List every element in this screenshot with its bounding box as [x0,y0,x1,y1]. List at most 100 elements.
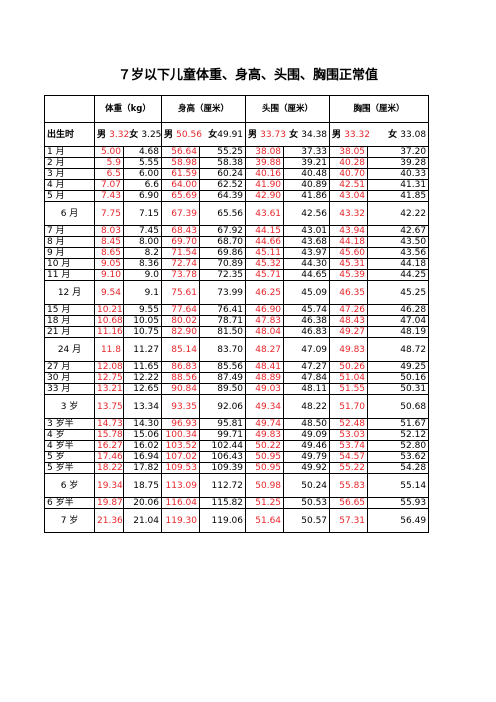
male-value-cell: 82.90 [161,326,200,338]
male-value-cell: 69.70 [161,236,200,248]
male-value-cell: 45.31 [329,258,369,270]
female-value-cell: 41.85 [367,190,430,202]
male-value-cell: 103.52 [161,440,200,452]
table-row: 6 岁半 19.87 20.06 116.04 115.82 51.25 50.53 56.6… [44,497,430,509]
age-cell: 7 月 [44,225,95,237]
table-row: 8 月 8.45 8.00 69.70 68.70 44.66 43.68 44.18 43.5… [44,236,430,248]
male-value-cell: 96.93 [161,418,200,430]
male-value-cell: 40.70 [329,168,369,180]
female-value-cell: 6.00 [123,168,162,180]
age-cell: 7 岁 [44,508,95,533]
female-value-cell: 92.06 [198,394,247,419]
male-value-cell: 51.25 [245,497,285,509]
female-value-cell: 99.71 [198,429,247,441]
male-value-cell: 47.83 [245,315,285,327]
age-cell: 8 月 [44,236,95,248]
male-value-cell: 44.18 [329,236,369,248]
male-value-cell: 53.03 [329,429,369,441]
female-value-cell: 43.68 [283,236,331,248]
female-value-cell: 9.0 [123,269,162,281]
age-cell: 6 月 [44,201,95,226]
female-value-cell: 83.70 [198,337,247,362]
female-value-cell: 43.50 [367,236,430,248]
male-value-cell: 107.02 [161,451,200,463]
male-value-cell: 49.74 [245,418,285,430]
female-value-cell: 67.92 [198,225,247,237]
female-value: 34.38 [301,129,328,140]
male-value-cell: 38.08 [245,146,285,158]
female-value-cell: 42.56 [283,201,331,226]
female-label: 女 [129,129,139,140]
male-value-cell: 51.64 [245,508,285,533]
male-value-cell: 9.54 [94,280,124,305]
female-value-cell: 37.20 [367,146,430,158]
table-row: 9 月 8.65 8.2 71.54 69.86 45.11 43.97 45.60 43.56 [44,247,430,259]
birth-label: 出生时 [44,122,95,147]
male-value-cell: 19.87 [94,497,124,509]
female-value-cell: 6.90 [123,190,162,202]
male-value-cell: 55.22 [329,462,369,474]
male-value-cell: 38.05 [329,146,369,158]
female-value-cell: 64.39 [198,190,247,202]
female-value-cell: 14.30 [123,418,162,430]
male-value-cell: 44.66 [245,236,285,248]
age-cell: 4 岁 [44,429,95,441]
header-height: 身高（厘米） [160,95,247,123]
male-value-cell: 43.04 [329,190,369,202]
male-value-cell: 56.64 [161,146,200,158]
age-cell: 6 岁 [44,473,95,498]
male-value-cell: 16.27 [94,440,124,452]
male-value-cell: 44.15 [245,225,285,237]
age-cell: 5 岁 [44,451,95,463]
age-cell: 30 月 [44,372,95,384]
male-value-cell: 85.14 [161,337,200,362]
female-value-cell: 54.28 [367,462,430,474]
table-row: 27 月 12.08 11.65 86.83 85.56 48.41 47.27 50.26 4… [44,361,430,373]
male-value-cell: 57.31 [329,508,369,533]
female-value: 49.91 [217,129,244,140]
male-label: 男 [248,129,258,140]
female-value-cell: 50.24 [283,473,331,498]
female-value-cell: 109.39 [198,462,247,474]
female-value-cell: 17.82 [123,462,162,474]
age-cell: 4 月 [44,179,95,191]
table-row: 4 岁 15.78 15.06 100.34 99.71 49.83 49.09 53.03 5… [44,429,430,441]
page-title: ７岁以下儿童体重、身高、头围、胸围正常值 [117,68,378,83]
female-value-cell: 50.16 [367,372,430,384]
male-value-cell: 41.90 [245,179,285,191]
female-value-cell: 43.56 [367,247,430,259]
age-cell: 9 月 [44,247,95,259]
male-value-cell: 51.70 [329,394,369,419]
male-value-cell: 7.43 [94,190,124,202]
male-value-cell: 49.34 [245,394,285,419]
male-value-cell: 113.09 [161,473,200,498]
male-value-cell: 7.75 [94,201,124,226]
age-cell: 12 月 [44,280,95,305]
male-value-cell: 48.27 [245,337,285,362]
table-row: 12 月 9.54 9.1 75.61 73.99 46.25 45.09 46.35 45.2… [44,280,430,305]
male-value-cell: 71.54 [161,247,200,259]
female-value-cell: 18.75 [123,473,162,498]
male-value-cell: 52.48 [329,418,369,430]
female-value-cell: 50.31 [367,383,430,395]
male-value-cell: 8.65 [94,247,124,259]
female-value-cell: 9.55 [123,304,162,316]
male-value-cell: 56.65 [329,497,369,509]
age-cell: 33 月 [44,383,95,395]
header-age-cell [44,95,95,123]
male-value-cell: 11.16 [94,326,124,338]
male-value-cell: 8.45 [94,236,124,248]
female-value-cell: 8.2 [123,247,162,259]
male-value-cell: 119.30 [161,508,200,533]
male-value-cell: 10.68 [94,315,124,327]
female-value-cell: 51.67 [367,418,430,430]
male-value-cell: 40.16 [245,168,285,180]
male-value-cell: 8.03 [94,225,124,237]
male-value-cell: 49.27 [329,326,369,338]
female-value-cell: 50.68 [367,394,430,419]
female-label: 女 [289,129,299,140]
male-value-cell: 45.39 [329,269,369,281]
male-value-cell: 42.51 [329,179,369,191]
male-value-cell: 54.57 [329,451,369,463]
table-row: 15 月 10.21 9.55 77.64 76.41 46.90 45.74 47.26 46… [44,304,430,316]
